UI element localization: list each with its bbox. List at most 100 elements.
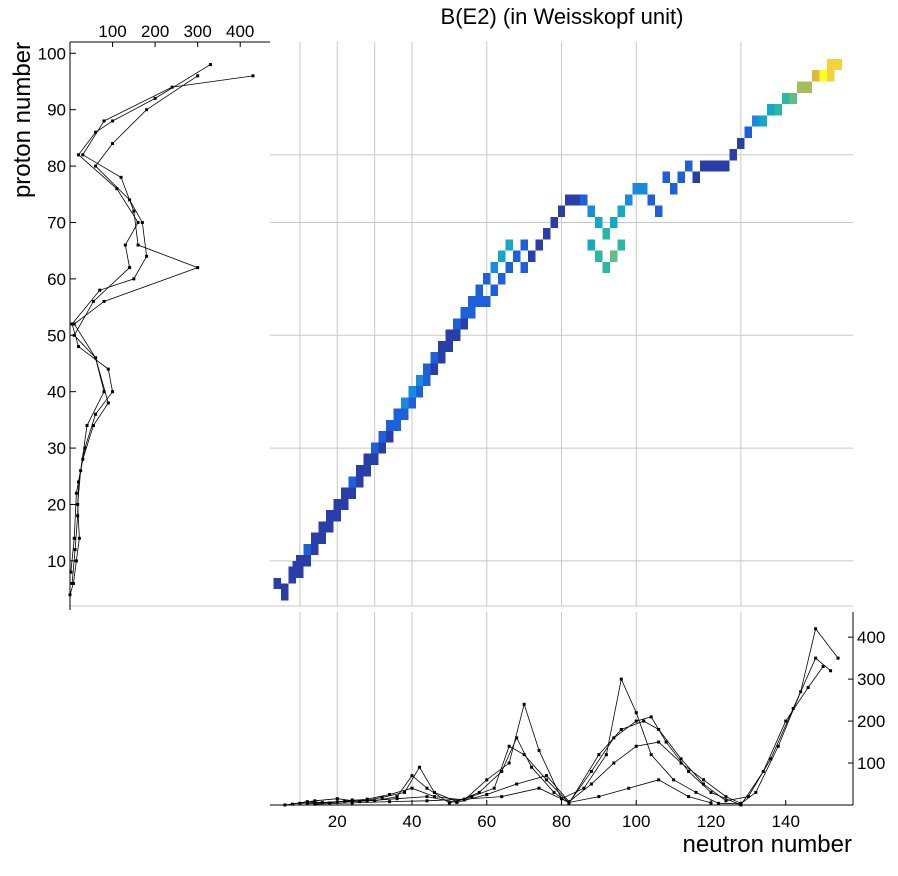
heatmap-cell — [378, 442, 386, 454]
neutron-projection-point — [694, 790, 698, 794]
neutron-projection-point — [545, 774, 549, 778]
x-tick-label: 40 — [403, 812, 422, 831]
proton-projection-point — [72, 333, 76, 337]
heatmap-cell — [490, 284, 498, 296]
proton-projection-point — [98, 288, 102, 292]
neutron-projection-point — [335, 797, 339, 801]
neutron-projection-point — [627, 786, 631, 790]
heatmap-cell — [355, 476, 364, 488]
proton-projection-point — [128, 266, 132, 270]
neutron-projection-point — [515, 736, 519, 740]
heatmap-cell — [445, 329, 454, 341]
heatmap-cell — [281, 589, 289, 601]
neutron-projection-point — [350, 801, 354, 805]
heatmap-cell — [445, 340, 454, 353]
neutron-projection-point — [447, 801, 451, 805]
heatmap-cell — [602, 261, 611, 274]
proton-projection-point — [196, 74, 200, 78]
heatmap-cell — [475, 295, 484, 308]
heatmap-cell — [520, 261, 528, 274]
proton-projection-point — [111, 142, 115, 146]
neutron-projection-point — [739, 801, 743, 805]
top-tick-label: 400 — [226, 22, 254, 41]
proton-projection-point — [136, 220, 140, 224]
heatmap-cell — [796, 81, 805, 93]
neutron-projection-point — [358, 800, 362, 804]
proton-projection-point — [102, 119, 106, 123]
proton-projection-point — [132, 277, 136, 281]
neutron-projection-point — [507, 744, 511, 748]
heatmap-cell — [654, 205, 663, 217]
neutron-projection-point — [417, 765, 421, 769]
x-tick-label: 140 — [772, 812, 800, 831]
x-tick-label: 60 — [477, 812, 496, 831]
heatmap-cells — [273, 58, 842, 601]
y-tick-label: 40 — [47, 383, 66, 402]
proton-projection-point — [72, 536, 76, 540]
neutron-projection-point — [657, 740, 661, 744]
neutron-projection-point — [619, 727, 623, 731]
neutron-projection-point — [567, 800, 571, 804]
proton-projection-point — [140, 220, 144, 224]
proton-projection-point — [106, 367, 110, 371]
heatmap-cell — [819, 70, 827, 82]
heatmap-cell — [722, 160, 730, 172]
heatmap-cell — [625, 194, 633, 206]
proton-projection-point — [69, 570, 73, 574]
heatmap-cell — [378, 431, 386, 443]
heatmap-cell — [370, 453, 379, 465]
neutron-projection-point — [679, 761, 683, 765]
neutron-projection-point — [642, 719, 646, 723]
heatmap-cell — [318, 521, 327, 533]
heatmap-cell — [333, 498, 342, 511]
heatmap-cell — [438, 340, 446, 353]
proton-projection-lines — [68, 63, 255, 597]
heatmap-cell — [572, 194, 581, 206]
neutron-projection-point — [724, 795, 728, 799]
neutron-projection-point — [313, 799, 317, 803]
x-axis-label: neutron number — [683, 831, 852, 858]
right-tick-label: 400 — [857, 628, 885, 647]
heatmap-cell — [550, 216, 558, 229]
heatmap-cell — [468, 295, 476, 308]
proton-projection-series — [71, 75, 198, 584]
neutron-projection-point — [492, 786, 496, 790]
neutron-projection-point — [388, 800, 392, 804]
heatmap-cell — [714, 160, 723, 172]
heatmap-cell — [273, 577, 282, 590]
neutron-projection-point — [634, 744, 638, 748]
neutron-projection-point — [799, 690, 803, 694]
neutron-projection-point — [589, 782, 593, 786]
proton-projection-point — [136, 243, 140, 247]
heatmap-cell — [483, 295, 491, 308]
heatmap-cell — [542, 228, 551, 240]
neutron-projection-point — [507, 761, 511, 765]
heatmap-cell — [535, 239, 543, 251]
heatmap-cell — [400, 408, 409, 420]
neutron-projection-point — [702, 782, 706, 786]
heatmap-cell — [595, 250, 603, 262]
neutron-projection-point — [687, 769, 691, 773]
heatmap-cell — [826, 58, 835, 71]
heatmap-cell — [341, 487, 349, 499]
neutron-projection-point — [537, 748, 541, 752]
heatmap-cell — [497, 273, 506, 285]
neutron-projection-point — [283, 803, 287, 807]
neutron-projection-point — [522, 702, 526, 706]
heatmap-cell — [595, 216, 603, 229]
neutron-projection-point — [754, 790, 758, 794]
neutron-projection-point — [320, 800, 324, 804]
proton-projection-point — [70, 581, 74, 585]
proton-projection-series — [70, 75, 254, 573]
neutron-projection-point — [410, 786, 414, 790]
neutron-projection-point — [769, 757, 773, 761]
neutron-projection-point — [589, 769, 593, 773]
neutron-projection-point — [298, 801, 302, 805]
proton-projection-point — [81, 153, 85, 157]
projection-count-ticks-right: 100 200 300 400 — [848, 628, 885, 773]
heatmap-cell — [468, 307, 476, 319]
heatmap-cell — [393, 408, 401, 420]
heatmap-cell — [737, 137, 745, 150]
x-tick-label: 20 — [328, 812, 347, 831]
heatmap-cell — [557, 205, 566, 217]
